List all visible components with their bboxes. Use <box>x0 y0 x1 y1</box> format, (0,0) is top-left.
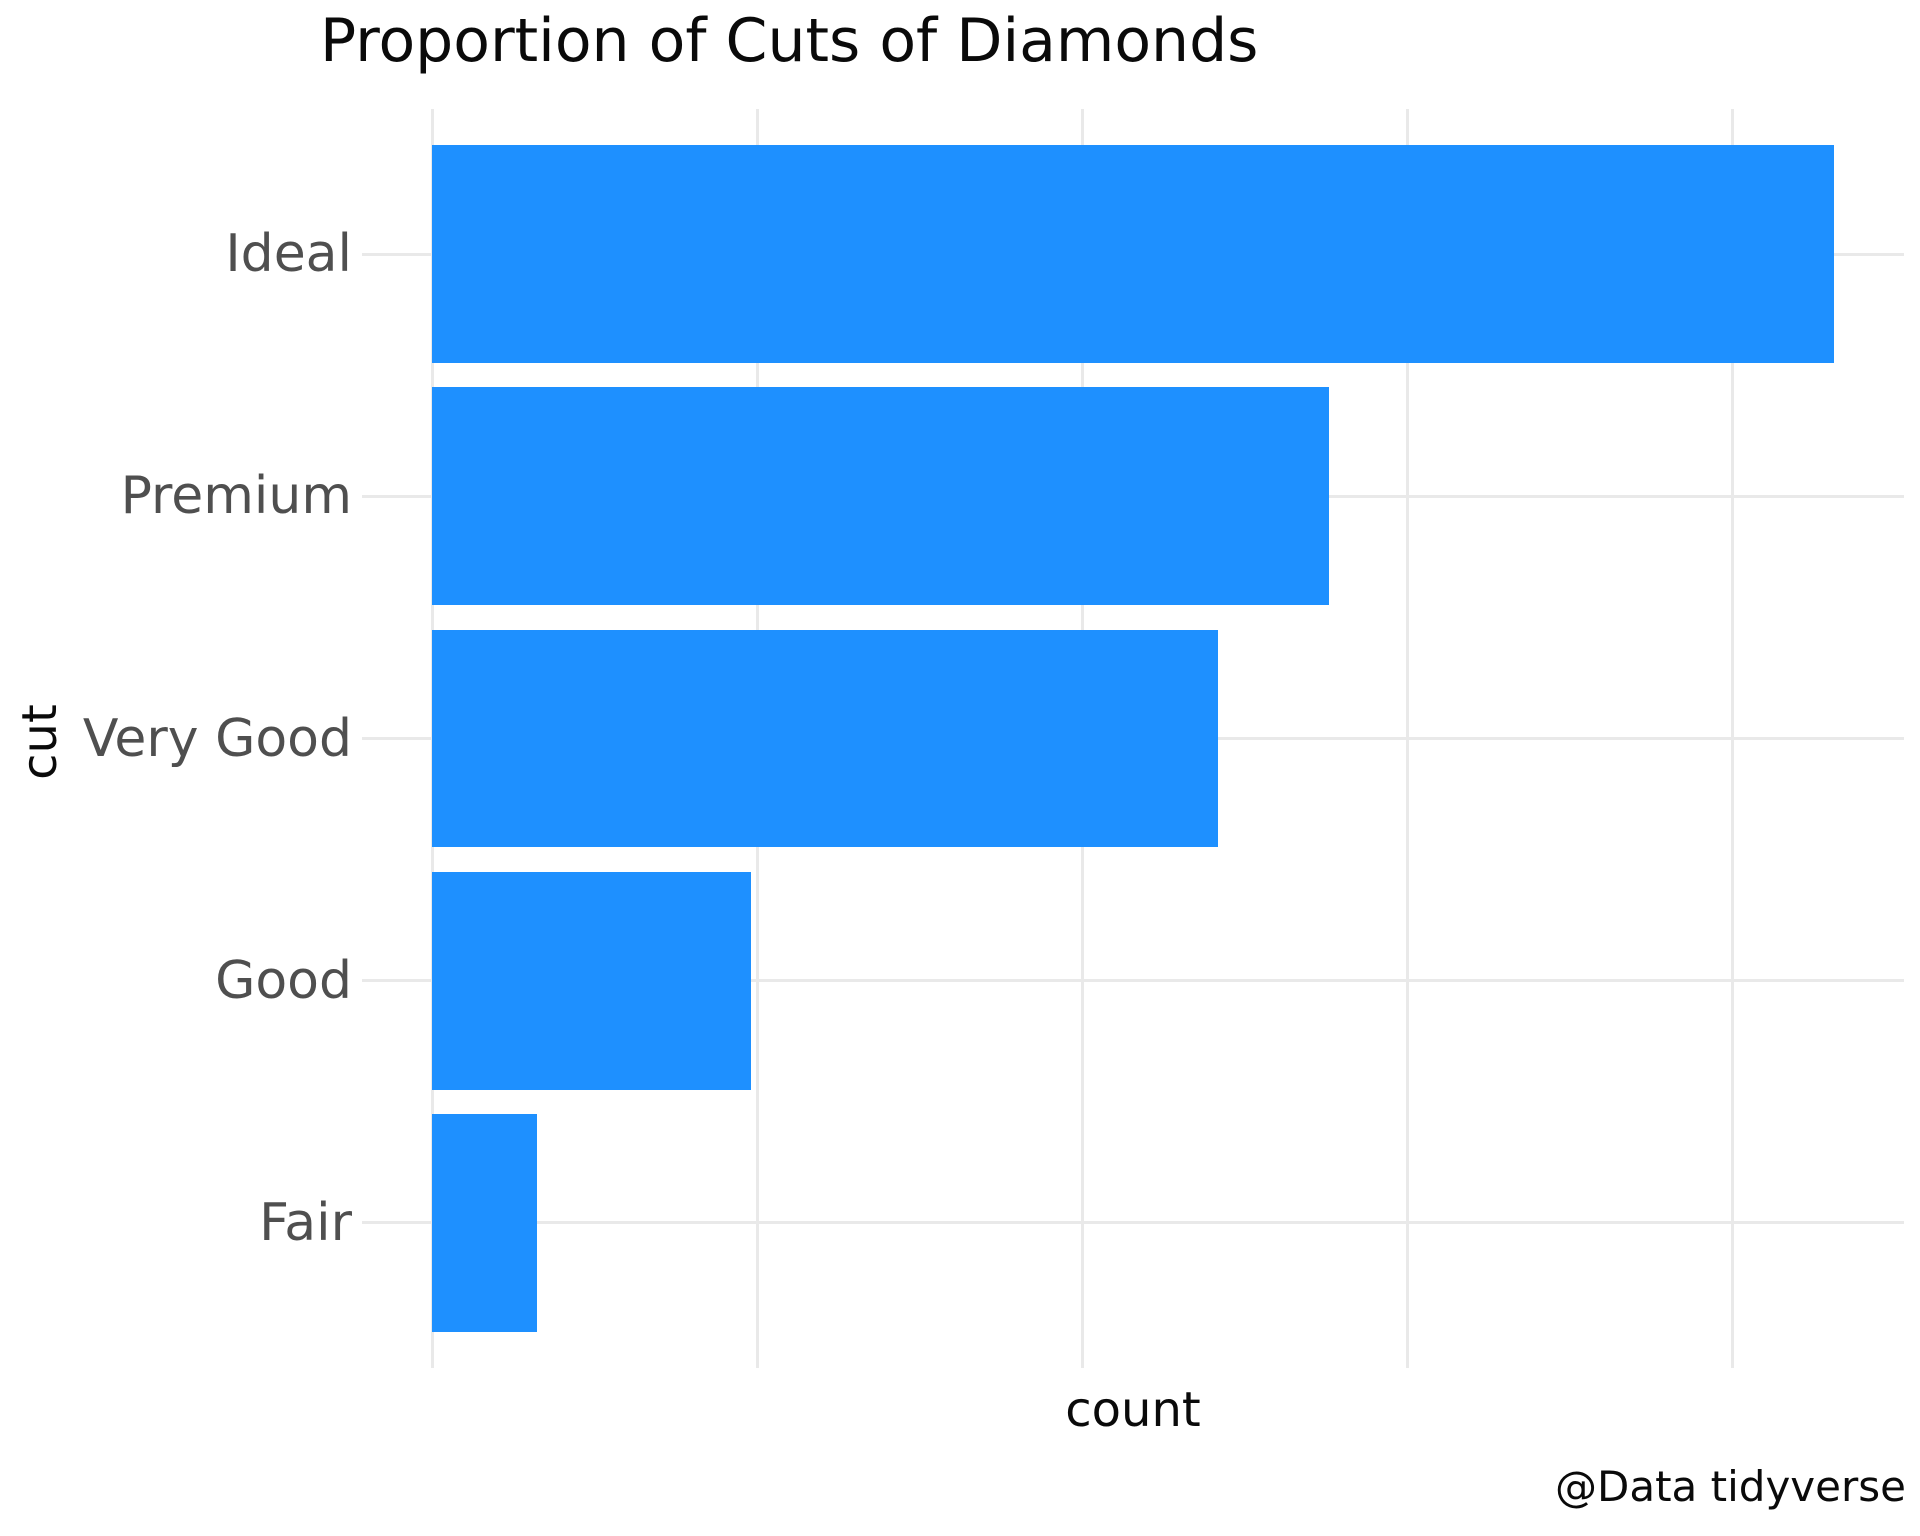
bar-good <box>432 871 752 1090</box>
y-gridline <box>362 979 1904 983</box>
bar-ideal <box>432 145 1834 364</box>
y-tick-label-premium: Premium <box>120 466 352 527</box>
y-axis-title: cut <box>12 704 68 780</box>
y-tick-label-good: Good <box>215 950 352 1011</box>
y-tick-label-very-good: Very Good <box>82 708 352 769</box>
chart-title: Proportion of Cuts of Diamonds <box>320 6 1259 76</box>
watermark-credit: @Data tidyverse <box>1555 1462 1906 1511</box>
bar-fair <box>432 1113 537 1332</box>
x-axis-title: count <box>1065 1382 1201 1438</box>
y-gridline <box>362 1221 1904 1225</box>
plot-panel <box>362 109 1904 1368</box>
y-tick-label-fair: Fair <box>259 1192 352 1253</box>
bar-premium <box>432 387 1330 606</box>
bar-very-good <box>432 629 1218 848</box>
y-tick-label-ideal: Ideal <box>225 224 352 285</box>
